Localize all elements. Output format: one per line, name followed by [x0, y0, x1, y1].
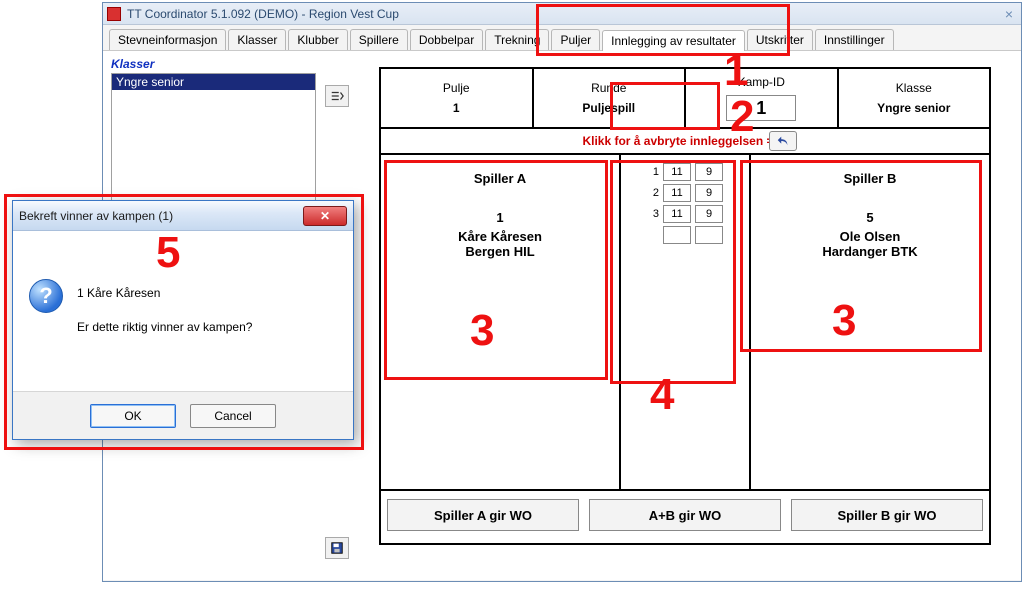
score-b-1[interactable] [695, 163, 723, 181]
dialog-text: 1 Kåre Kåresen Er dette riktig vinner av… [77, 249, 252, 338]
hdr-pulje: Pulje 1 [381, 69, 534, 127]
undo-icon [776, 134, 790, 148]
dialog-titlebar: Bekreft vinner av kampen (1) ✕ [13, 201, 353, 231]
score-a-4[interactable] [663, 226, 691, 244]
klasser-list[interactable]: Yngre senior [111, 73, 316, 213]
player-b-club: Hardanger BTK [822, 244, 917, 259]
score-index: 1 [647, 166, 659, 178]
wo-b-button[interactable]: Spiller B gir WO [791, 499, 983, 531]
abort-text: Klikk for å avbryte innleggelsen ==> [582, 134, 787, 148]
player-b-col[interactable]: Spiller B 5 Ole Olsen Hardanger BTK [751, 155, 989, 489]
titlebar: TT Coordinator 5.1.092 (DEMO) - Region V… [103, 3, 1021, 25]
expand-button[interactable] [325, 85, 349, 107]
runde-label: Runde [591, 81, 626, 95]
hdr-klasse: Klasse Yngre senior [839, 69, 990, 127]
score-column: 1 2 3 [621, 155, 751, 489]
player-a-heading: Spiller A [474, 171, 526, 186]
klasse-label: Klasse [896, 81, 932, 95]
dialog-button-row: OK Cancel [13, 391, 353, 439]
abort-button[interactable] [769, 131, 797, 151]
question-icon: ? [29, 279, 63, 313]
score-row-4 [647, 226, 723, 244]
wo-row: Spiller A gir WO A+B gir WO Spiller B gi… [381, 491, 989, 539]
tab-innlegging-resultater[interactable]: Innlegging av resultater [602, 30, 745, 51]
klasse-value: Yngre senior [877, 101, 950, 115]
dialog-title: Bekreft vinner av kampen (1) [19, 209, 173, 223]
pulje-value: 1 [453, 101, 460, 115]
confirm-dialog: Bekreft vinner av kampen (1) ✕ ? 1 Kåre … [12, 200, 354, 440]
window-title: TT Coordinator 5.1.092 (DEMO) - Region V… [127, 7, 399, 21]
wo-ab-button[interactable]: A+B gir WO [589, 499, 781, 531]
score-row-1: 1 [647, 163, 723, 181]
header-row: Pulje 1 Runde Puljespill Kamp-ID Klasse … [381, 69, 989, 129]
tab-stevneinformasjon[interactable]: Stevneinformasjon [109, 29, 226, 50]
runde-value: Puljespill [582, 101, 635, 115]
result-panel: Pulje 1 Runde Puljespill Kamp-ID Klasse … [379, 67, 991, 545]
player-a-col[interactable]: Spiller A 1 Kåre Kåresen Bergen HIL [381, 155, 621, 489]
score-row-3: 3 [647, 205, 723, 223]
score-index: 3 [647, 208, 659, 220]
players-row: Spiller A 1 Kåre Kåresen Bergen HIL 1 2 [381, 155, 989, 491]
tab-spillere[interactable]: Spillere [350, 29, 408, 50]
expand-icon [330, 89, 344, 103]
score-row-2: 2 [647, 184, 723, 202]
wo-a-button[interactable]: Spiller A gir WO [387, 499, 579, 531]
app-icon [107, 7, 121, 21]
score-index: 2 [647, 187, 659, 199]
player-b-name: Ole Olsen [840, 229, 901, 244]
klasser-heading: Klasser [111, 57, 154, 71]
tabbar: Stevneinformasjon Klasser Klubber Spille… [103, 25, 1021, 51]
score-b-2[interactable] [695, 184, 723, 202]
ok-button[interactable]: OK [90, 404, 176, 428]
kampid-label: Kamp-ID [738, 75, 785, 89]
hdr-kampid: Kamp-ID [686, 69, 839, 127]
dialog-close-button[interactable]: ✕ [303, 206, 347, 226]
dialog-body: ? 1 Kåre Kåresen Er dette riktig vinner … [13, 231, 353, 348]
tab-trekning[interactable]: Trekning [485, 29, 549, 50]
player-b-num: 5 [866, 210, 873, 225]
pulje-label: Pulje [443, 81, 470, 95]
tab-dobbelpar[interactable]: Dobbelpar [410, 29, 483, 50]
player-a-num: 1 [496, 210, 503, 225]
player-b-heading: Spiller B [844, 171, 897, 186]
window-close-icon[interactable]: × [1001, 6, 1017, 22]
klasser-item[interactable]: Yngre senior [112, 74, 315, 90]
player-a-name: Kåre Kåresen [458, 229, 542, 244]
score-a-1[interactable] [663, 163, 691, 181]
tab-innstillinger[interactable]: Innstillinger [815, 29, 894, 50]
hdr-runde: Runde Puljespill [534, 69, 687, 127]
score-b-4[interactable] [695, 226, 723, 244]
dialog-line2: Er dette riktig vinner av kampen? [77, 317, 252, 337]
cancel-button[interactable]: Cancel [190, 404, 276, 428]
floppy-icon [330, 541, 344, 555]
tab-utskrifter[interactable]: Utskrifter [747, 29, 813, 50]
abort-row: Klikk for å avbryte innleggelsen ==> [381, 129, 989, 155]
tab-klubber[interactable]: Klubber [288, 29, 347, 50]
tab-puljer[interactable]: Puljer [551, 29, 600, 50]
score-b-3[interactable] [695, 205, 723, 223]
close-icon: ✕ [320, 209, 330, 223]
save-button[interactable] [325, 537, 349, 559]
score-a-2[interactable] [663, 184, 691, 202]
player-a-club: Bergen HIL [465, 244, 534, 259]
kampid-input[interactable] [726, 95, 796, 121]
score-a-3[interactable] [663, 205, 691, 223]
tab-klasser[interactable]: Klasser [228, 29, 286, 50]
dialog-line1: 1 Kåre Kåresen [77, 283, 252, 303]
